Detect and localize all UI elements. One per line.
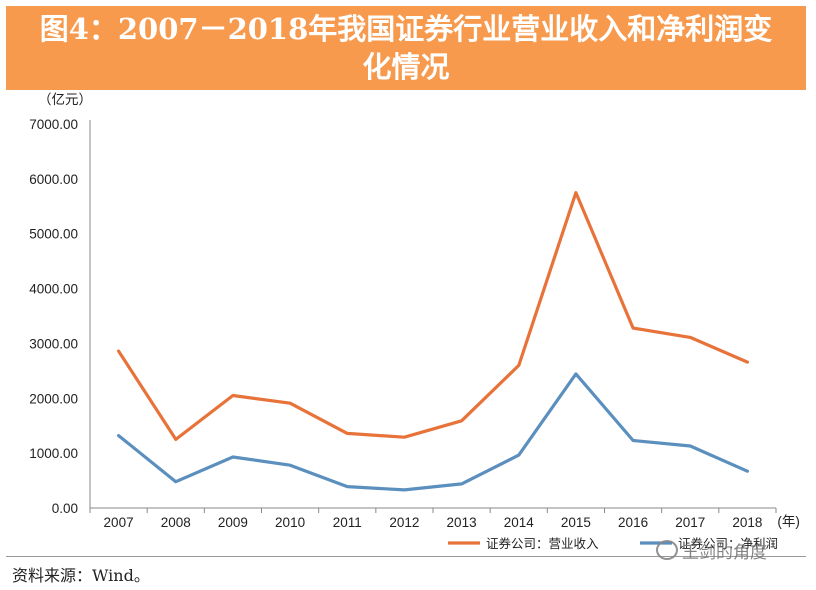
x-tick-label: 2007 (104, 515, 134, 530)
y-tick-label: 3000.00 (29, 336, 78, 351)
legend-label: 证券公司：营业收入 (486, 536, 599, 551)
series-line-revenue (116, 190, 750, 441)
line-chart: （亿元） 0.00 1000.00 2000.00 3000.00 4000.00 500… (29, 92, 800, 551)
x-tick-label: 2008 (161, 515, 191, 530)
x-tick-label: 2015 (561, 515, 591, 530)
y-tick-label: 0.00 (52, 501, 78, 516)
x-tick-label: 2010 (275, 515, 305, 530)
y-tick-label: 4000.00 (29, 282, 78, 297)
y-tick-label: 6000.00 (29, 172, 78, 187)
x-tick-label: 2009 (218, 515, 248, 530)
legend: 证券公司：营业收入 证券公司：净利润 (448, 536, 778, 551)
watermark-text: 王剑的角度 (682, 543, 767, 563)
series-lines (116, 190, 750, 492)
y-axis-ticks: 0.00 1000.00 2000.00 3000.00 4000.00 5000.00 6… (29, 117, 78, 516)
chart-title-line-1: 图4：2007－2018年我国证券行业营业收入和净利润变 (39, 12, 773, 46)
x-tick-label: 2011 (333, 515, 362, 530)
legend-label: 证券公司：净利润 (678, 536, 778, 551)
chart-title-banner: 图4：2007－2018年我国证券行业营业收入和净利润变 化情况 (6, 6, 806, 90)
x-axis-ticks: 2007 2008 2009 2010 2011 2012 2013 2014 2015 2016… (89, 508, 800, 530)
watermark: 王剑的角度 (656, 538, 767, 563)
axes (89, 120, 776, 509)
chart-title-line-2: 化情况 (362, 50, 450, 84)
x-tick-label: 2017 (675, 515, 705, 530)
y-tick-label: 7000.00 (29, 117, 78, 132)
x-tick-label: 2014 (504, 515, 535, 530)
y-tick-label: 1000.00 (29, 446, 78, 461)
series-line-net-profit (116, 372, 750, 492)
source-divider (6, 556, 806, 557)
x-axis-unit-label: (年) (777, 514, 800, 529)
wechat-icon (656, 540, 678, 560)
x-tick-label: 2018 (732, 515, 762, 530)
source-note: 资料来源：Wind。 (12, 566, 150, 585)
x-tick-label: 2013 (447, 515, 477, 530)
y-tick-label: 2000.00 (29, 391, 78, 406)
y-axis-unit-label: （亿元） (38, 92, 92, 107)
x-tick-label: 2012 (389, 515, 419, 530)
x-tick-label: 2016 (618, 515, 648, 530)
y-tick-label: 5000.00 (29, 227, 78, 242)
